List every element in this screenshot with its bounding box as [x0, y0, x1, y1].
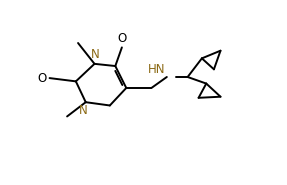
Text: O: O — [38, 72, 47, 85]
Text: N: N — [79, 104, 88, 117]
Text: N: N — [91, 48, 100, 61]
Text: O: O — [117, 32, 127, 45]
Text: HN: HN — [148, 63, 166, 76]
